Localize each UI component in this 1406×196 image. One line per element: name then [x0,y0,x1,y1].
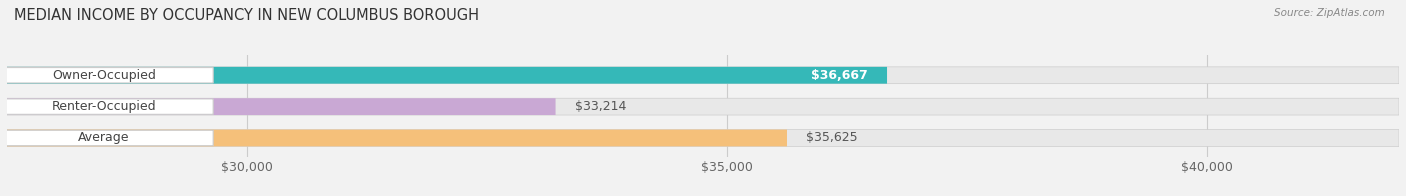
FancyBboxPatch shape [7,130,1399,146]
Text: MEDIAN INCOME BY OCCUPANCY IN NEW COLUMBUS BOROUGH: MEDIAN INCOME BY OCCUPANCY IN NEW COLUMB… [14,8,479,23]
Text: $35,625: $35,625 [806,132,858,144]
FancyBboxPatch shape [7,98,1399,115]
Text: $36,667: $36,667 [811,69,868,82]
Text: Owner-Occupied: Owner-Occupied [52,69,156,82]
FancyBboxPatch shape [7,98,555,115]
Text: Renter-Occupied: Renter-Occupied [52,100,156,113]
FancyBboxPatch shape [7,130,787,146]
Text: Average: Average [79,132,129,144]
Text: Source: ZipAtlas.com: Source: ZipAtlas.com [1274,8,1385,18]
FancyBboxPatch shape [0,99,214,114]
FancyBboxPatch shape [7,67,887,84]
FancyBboxPatch shape [0,130,214,146]
FancyBboxPatch shape [0,68,214,83]
Text: $33,214: $33,214 [575,100,626,113]
FancyBboxPatch shape [7,67,1399,84]
